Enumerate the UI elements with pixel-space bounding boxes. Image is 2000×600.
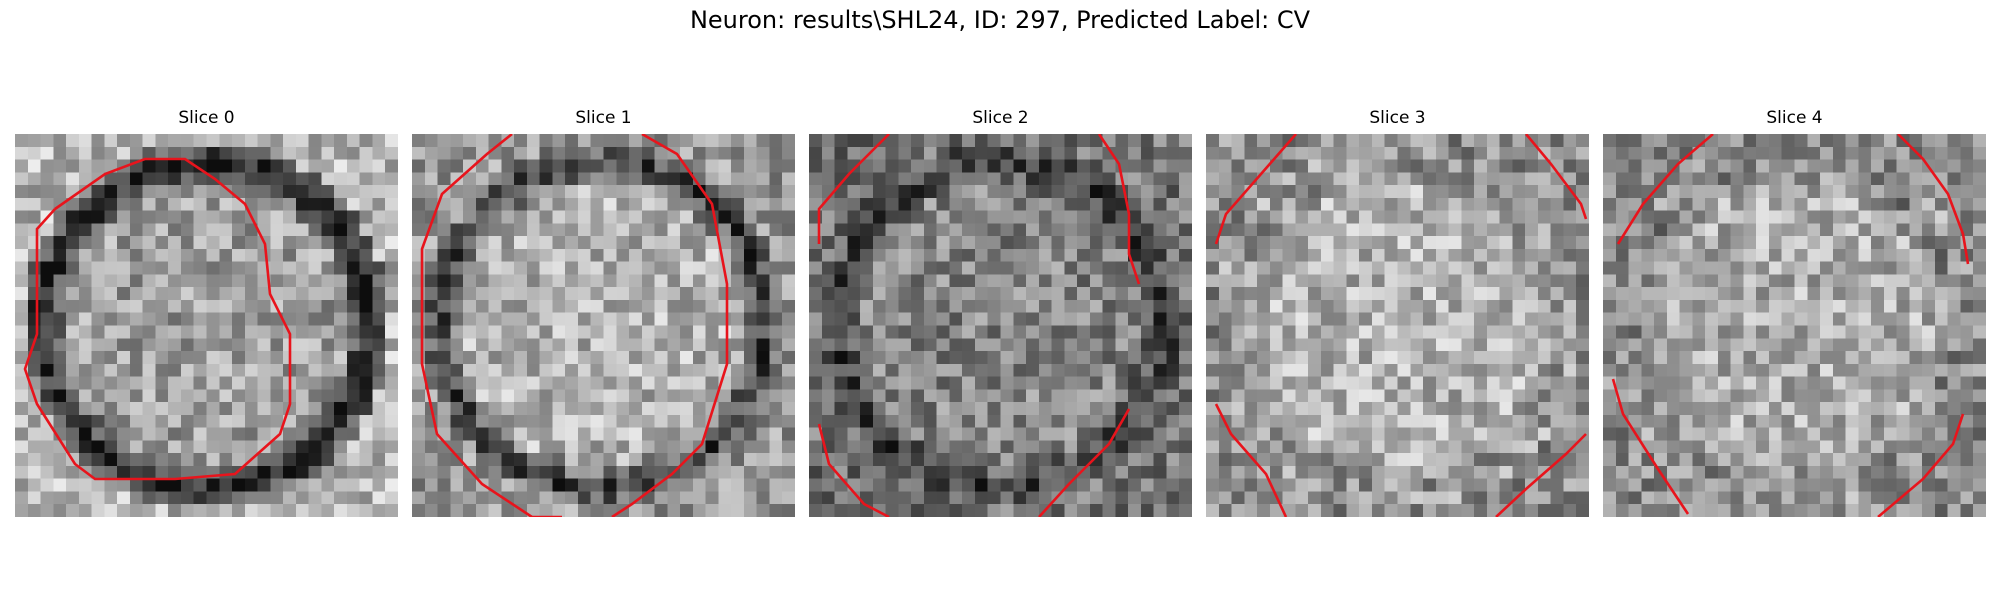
contour-line-1-0	[420, 134, 562, 517]
microscopy-image-0	[15, 134, 398, 517]
slice-panel-2: Slice 2	[809, 108, 1192, 528]
contour-line-2-2	[817, 423, 890, 517]
slice-title-3: Slice 3	[1369, 108, 1426, 128]
contour-line-1-1	[611, 134, 729, 517]
slice-image-4	[1603, 134, 1986, 517]
microscopy-image-2	[809, 134, 1192, 517]
slice-title-0: Slice 0	[178, 108, 235, 128]
contour-line-4-0	[1616, 134, 1714, 245]
slice-panel-3: Slice 3	[1206, 108, 1589, 528]
slice-image-2	[809, 134, 1192, 517]
contour-line-2-3	[1038, 408, 1131, 517]
slice-panel-4: Slice 4	[1603, 108, 1986, 528]
slice-title-2: Slice 2	[972, 108, 1029, 128]
contour-line-0-0	[23, 157, 292, 481]
contour-overlay-4	[1611, 134, 1970, 517]
contour-overlay-2	[817, 134, 1141, 517]
microscopy-image-4	[1603, 134, 1986, 517]
slice-image-1	[412, 134, 795, 517]
contour-line-4-2	[1611, 378, 1690, 515]
figure-title: Neuron: results\SHL24, ID: 297, Predicte…	[689, 6, 1311, 34]
microscopy-image-1	[412, 134, 795, 517]
slice-panel-0: Slice 0	[15, 108, 398, 528]
slice-image-0	[15, 134, 398, 517]
contour-line-4-1	[1897, 134, 1970, 265]
contour-line-2-1	[1097, 134, 1141, 285]
slice-title-4: Slice 4	[1766, 108, 1823, 128]
contour-line-2-0	[817, 134, 890, 244]
slice-title-1: Slice 1	[575, 108, 632, 128]
slice-image-3	[1206, 134, 1589, 517]
contour-line-3-2	[1214, 403, 1288, 517]
slice-panel-1: Slice 1	[412, 108, 795, 528]
contour-overlay-0	[23, 157, 292, 481]
contour-line-3-0	[1214, 134, 1297, 245]
contour-overlay-1	[420, 134, 729, 517]
contour-line-3-1	[1525, 134, 1588, 220]
microscopy-image-3	[1206, 134, 1589, 517]
contour-line-3-3	[1495, 433, 1587, 517]
contour-line-4-3	[1877, 413, 1965, 517]
contour-overlay-3	[1214, 134, 1588, 517]
